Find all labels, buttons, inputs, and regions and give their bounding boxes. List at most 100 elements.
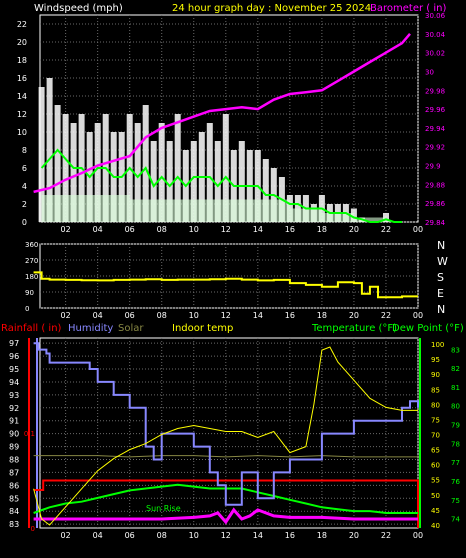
wind-low-band [289, 208, 322, 222]
wind-gust-bar [206, 123, 213, 222]
marks-layer [33, 32, 419, 528]
wind-tick-label: 6 [22, 164, 27, 173]
direction-tick-label: 90 [25, 289, 34, 297]
x-tick-label: 22 [381, 225, 391, 234]
x-tick-label: 16 [285, 531, 295, 540]
humidity-line [33, 342, 419, 506]
dew-tick-label: 83 [451, 346, 460, 354]
humidity-tick-label: 96 [9, 352, 19, 361]
barometer-tick-label: 29.96 [425, 106, 446, 114]
sunrise-label: Sun Rise [146, 504, 181, 513]
compass-label: W [437, 255, 448, 268]
solar-title: Solar [118, 323, 144, 334]
barometer-tick-label: 30.02 [425, 50, 445, 58]
wind-tick-label: 16 [17, 74, 27, 83]
x-tick-label: 18 [317, 531, 327, 540]
wind-gust-bar [166, 141, 173, 222]
compass-label: N [437, 303, 445, 316]
humidity-tick-label: 83 [9, 520, 19, 529]
x-tick-label: 10 [189, 531, 199, 540]
rain-tick-label: 0.1 [24, 430, 35, 438]
temp-tick-label: 65 [431, 447, 440, 455]
humidity-tick-label: 92 [9, 404, 19, 413]
direction-tick-label: 360 [25, 241, 38, 249]
x-tick-label: 04 [93, 311, 103, 320]
x-tick-label: 02 [61, 531, 71, 540]
wind-low-band [225, 199, 258, 222]
wind-tick-label: 10 [17, 128, 27, 137]
temperature-title: Temperature (°F) [311, 323, 397, 334]
temp-tick-label: 90 [431, 371, 440, 379]
x-tick-label: 16 [285, 311, 295, 320]
wind-gust-bar [158, 123, 165, 222]
dew-tick-label: 79 [451, 422, 460, 430]
barometer-tick-label: 29.92 [425, 144, 445, 152]
wind-gust-bar [150, 141, 157, 222]
wind-average-line [40, 148, 402, 223]
barometer-title: Barometer ( in) [370, 3, 446, 14]
wind-low-band [41, 195, 66, 222]
x-tick-label: 08 [157, 311, 167, 320]
dew-tick-label: 76 [451, 478, 460, 486]
wind-low-band [65, 195, 98, 222]
windspeed-title: Windspeed (mph) [34, 3, 123, 14]
wind-low-band [257, 199, 290, 222]
temp-panel-frame [39, 337, 419, 529]
dew-tick-label: 80 [451, 403, 460, 411]
x-tick-label: 14 [253, 225, 263, 234]
wind-gust-bar [222, 114, 229, 222]
wind-gust-bar [62, 114, 69, 222]
humidity-title: Humidity [68, 323, 113, 334]
wind-gust-bar [38, 87, 45, 222]
x-tick-label: 06 [125, 531, 135, 540]
wind-tick-label: 14 [17, 92, 27, 101]
x-tick-label: 22 [381, 311, 391, 320]
wind-tick-label: 2 [22, 200, 27, 209]
direction-tick-label: 180 [25, 273, 38, 281]
wind-gust-bar [383, 213, 389, 222]
wind-gust-bar [238, 141, 245, 222]
x-tick-label: 18 [317, 225, 327, 234]
x-tick-label: 00 [413, 531, 423, 540]
humidity-tick-label: 94 [9, 378, 19, 387]
wind-gust-bar [174, 114, 181, 222]
temp-tick-label: 80 [431, 401, 440, 409]
wind-gust-bar [46, 78, 53, 222]
wind-tick-label: 0 [22, 218, 27, 227]
dew-tick-label: 81 [451, 384, 460, 392]
humidity-tick-label: 95 [9, 365, 19, 374]
wind-tick-label: 18 [17, 56, 27, 65]
wind-gust-bar [262, 159, 269, 222]
indoor-temp-line [33, 507, 418, 525]
x-tick-label: 12 [221, 531, 231, 540]
barometer-tick-label: 29.88 [425, 181, 445, 189]
wind-gust-bar [214, 141, 221, 222]
direction-tick-label: 270 [25, 257, 38, 265]
dewpoint-title: Dew Point (°F) [392, 323, 464, 334]
x-tick-label: 10 [189, 311, 199, 320]
indoor-temp-title: Indoor temp [172, 323, 233, 334]
solar-line [33, 455, 418, 458]
temp-tick-label: 40 [431, 522, 440, 530]
humidity-tick-label: 84 [9, 507, 19, 516]
barometer-line [33, 32, 411, 194]
wind-tick-label: 8 [22, 146, 27, 155]
x-tick-label: 18 [317, 311, 327, 320]
x-tick-label: 04 [93, 531, 103, 540]
humidity-tick-label: 88 [9, 455, 19, 464]
compass-label: N [437, 239, 445, 252]
temp-tick-label: 70 [431, 432, 440, 440]
barometer-tick-label: 29.84 [425, 219, 446, 227]
temp-tick-label: 100 [431, 341, 444, 349]
compass-label: E [437, 287, 444, 300]
rainfall-line [33, 479, 419, 528]
wind-direction-line [33, 271, 418, 299]
temp-tick-label: 85 [431, 386, 440, 394]
direction-tick-label: 0 [25, 305, 29, 313]
x-tick-label: 00 [413, 311, 423, 320]
humidity-tick-label: 87 [9, 468, 19, 477]
barometer-tick-label: 29.86 [425, 200, 446, 208]
grid-layer [28, 14, 421, 529]
x-tick-label: 20 [349, 225, 359, 234]
